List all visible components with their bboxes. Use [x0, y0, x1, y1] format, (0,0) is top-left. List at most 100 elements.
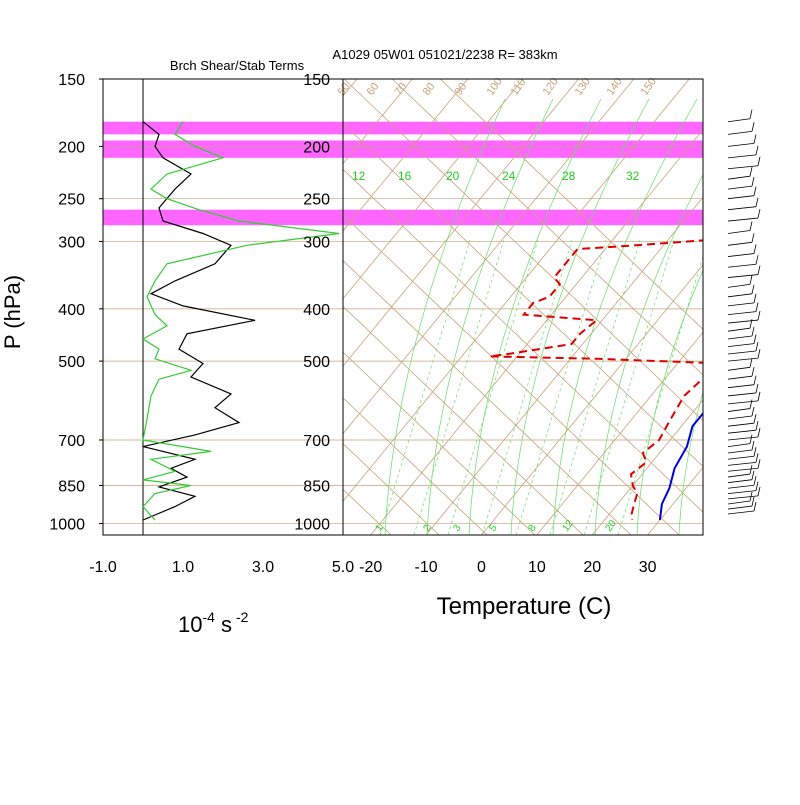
- dry-adiabat-line: [439, 79, 703, 330]
- wind-barb-flag: [755, 453, 759, 463]
- wind-barb-shaft: [727, 230, 751, 234]
- wind-barb-flag: [753, 414, 757, 424]
- wind-barb-flag: [749, 434, 753, 444]
- bottom-mixing-label: 12: [560, 518, 576, 534]
- moist-adiabat-line: [721, 99, 800, 535]
- wind-barb-flag: [751, 496, 755, 507]
- y-tick-label-right: 300: [303, 234, 330, 251]
- wind-barb-flag: [757, 391, 761, 401]
- wind-barb-flag: [757, 349, 761, 359]
- mixing-ratio-label: 28: [562, 169, 576, 183]
- wind-barb-shaft: [727, 327, 751, 332]
- wind-barb-flag: [749, 399, 753, 409]
- y-tick-label-right: 1000: [294, 517, 330, 534]
- shear-units-label: 10-4 s -2: [178, 609, 249, 637]
- mixing-ratio-line: [549, 239, 641, 535]
- wind-barb-shaft: [727, 175, 751, 180]
- isotherm-line: [343, 79, 468, 232]
- isotherm-line: [758, 79, 800, 535]
- wind-barb-flag: [751, 284, 755, 294]
- wind-barb-shaft: [727, 253, 755, 257]
- left-series-group: [141, 121, 340, 521]
- wind-barb-flag: [753, 334, 757, 344]
- wind-barb-shaft: [727, 293, 753, 298]
- isotherm-label: 110: [509, 76, 529, 97]
- mixing-ratio-label: 32: [626, 169, 640, 183]
- right-panel-frame: [342, 78, 704, 536]
- dry-adiabat-line: [343, 260, 632, 535]
- wind-barb-flag: [753, 501, 757, 512]
- highlight-band: [103, 209, 703, 226]
- mixing-ratio-label: 20: [446, 169, 460, 183]
- isotherm-label: 60: [365, 81, 382, 98]
- wind-barb-flag: [755, 197, 759, 207]
- moist-adiabat-line: [510, 98, 650, 535]
- wind-barb-shaft: [727, 392, 757, 397]
- isotherm-label: 50: [336, 81, 353, 98]
- wind-barb-shaft: [727, 130, 753, 135]
- mixing-ratio-label: 12: [352, 169, 366, 183]
- wind-barb-shaft: [727, 366, 751, 371]
- wind-barb-flag: [757, 265, 761, 275]
- highlight-bands: [103, 121, 703, 226]
- dry-adiabat-line: [343, 397, 488, 535]
- wind-barb-shaft: [727, 505, 753, 510]
- y-tick-label-right: 500: [303, 354, 330, 371]
- x-tick-label-temp: 10: [528, 559, 546, 576]
- bottom-mixing-label: 8: [526, 522, 538, 533]
- isotherm-line: [343, 79, 413, 165]
- y-tick-label-right: 400: [303, 302, 330, 319]
- wind-barb-shaft: [727, 495, 759, 500]
- wind-barb-flag: [751, 367, 755, 377]
- y-tick-label-right: 850: [303, 478, 330, 495]
- wind-barb-flag: [753, 186, 757, 196]
- wind-barb-flag: [757, 427, 761, 438]
- wind-barb-flag: [755, 255, 759, 265]
- wind-barb-shaft: [727, 473, 751, 478]
- wind-barb-shaft: [727, 422, 755, 427]
- y-tick-label-left: 1000: [49, 517, 85, 534]
- wind-barb-shaft: [727, 484, 755, 489]
- x-tick-label-temp: -10: [415, 559, 438, 576]
- shear-units-s: s: [221, 612, 232, 637]
- y-tick-label-left: 300: [58, 234, 85, 251]
- wind-barb-shaft: [727, 302, 755, 307]
- wind-barb-shaft: [727, 490, 757, 495]
- wind-barb-shaft: [727, 263, 757, 268]
- wind-barb-flag: [755, 341, 759, 352]
- dry-adiabat-line: [343, 351, 536, 535]
- wind-barb-shaft: [727, 408, 751, 412]
- temperature-profile: [658, 411, 703, 521]
- dry-adiabat-line: [343, 79, 703, 422]
- wind-barb-flag: [753, 375, 757, 385]
- dry-adiabat-line: [391, 79, 703, 376]
- y-tick-label-right: 700: [303, 433, 330, 450]
- wind-barb-shaft: [727, 185, 753, 190]
- moist-adiabat-line: [678, 390, 703, 535]
- y-tick-label-right: 250: [303, 192, 330, 209]
- wind-barb-flag: [755, 302, 759, 312]
- highlight-band: [103, 140, 703, 158]
- wind-barb-shaft: [727, 241, 753, 246]
- x-tick-label-shear: 3.0: [252, 559, 274, 576]
- shear-units-sexp: -2: [236, 609, 249, 625]
- wind-barb-flag: [749, 167, 753, 177]
- mixing-ratio-label: 24: [502, 169, 516, 183]
- wind-barb-flag: [755, 383, 759, 394]
- x-tick-label-temp: 20: [583, 559, 601, 576]
- dewpoint-profile: [489, 239, 703, 521]
- wind-barb-flag: [751, 122, 755, 132]
- bottom-mixing-label: 2: [421, 522, 433, 533]
- isotherm-line: [591, 399, 703, 535]
- right-clipped-group: [343, 79, 800, 535]
- wind-barb-flag: [749, 275, 753, 285]
- wind-barb-shaft: [727, 479, 753, 484]
- wind-barb-shaft: [727, 384, 755, 389]
- shear-term-line: [142, 121, 256, 521]
- wind-barb-flag: [751, 406, 755, 417]
- wind-barb-flag: [753, 293, 757, 303]
- y-tick-label-right: 150: [303, 72, 330, 89]
